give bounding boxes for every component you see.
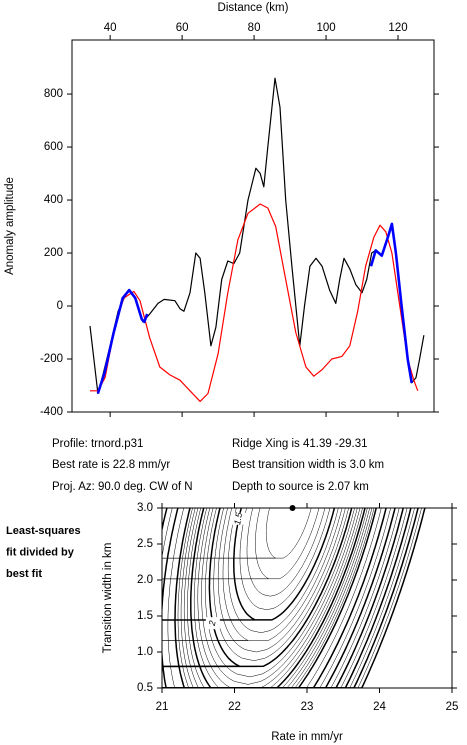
y-tick-label: 2.5 xyxy=(137,538,153,550)
x-tick-label: 21 xyxy=(156,701,169,713)
y-tick-label: 600 xyxy=(44,141,63,153)
contour-line xyxy=(227,508,339,633)
contour-line xyxy=(162,508,391,688)
best-fit-point xyxy=(289,505,296,511)
series-line xyxy=(96,222,413,394)
x-axis-label: Rate in mm/yr xyxy=(271,731,343,743)
y-tick-label: 3.0 xyxy=(137,502,153,514)
x-tick-label: 100 xyxy=(316,22,335,34)
y-axis-label: Transition width in km xyxy=(102,543,114,654)
contour-line xyxy=(180,508,373,688)
y-tick-label: 1.5 xyxy=(137,610,153,622)
y-tick-label: 2.0 xyxy=(137,574,153,586)
annotation: Best rate is 22.8 mm/yr xyxy=(52,459,170,471)
contour-line xyxy=(239,508,331,611)
x-tick-label: 60 xyxy=(176,22,189,34)
contour-label-bg xyxy=(205,617,220,630)
contour-line xyxy=(217,508,346,653)
contour-label: 1.5 xyxy=(232,511,244,526)
contour-line xyxy=(213,508,349,661)
contour-line xyxy=(162,508,343,641)
contour-line xyxy=(193,508,363,688)
x-axis-label: Distance (km) xyxy=(218,2,289,14)
contour-line xyxy=(162,508,387,688)
contour-line xyxy=(167,508,382,688)
x-tick-label: 24 xyxy=(373,701,386,713)
y-tick-label: -200 xyxy=(40,353,63,365)
y-tick-label: 200 xyxy=(44,247,63,259)
contour-line xyxy=(177,508,375,688)
contour-line xyxy=(162,508,419,688)
x-tick-label: 23 xyxy=(301,701,314,713)
contour-line xyxy=(162,508,353,668)
annotation: Ridge Xing is 41.39 -29.31 xyxy=(232,438,368,450)
x-tick-label: 25 xyxy=(446,701,459,713)
contour-line xyxy=(162,508,396,688)
contour-line xyxy=(162,508,312,559)
annotation: Best transition width is 3.0 km xyxy=(232,459,384,471)
contour-line xyxy=(187,508,368,688)
side-title: best fit xyxy=(6,568,42,580)
contour-label-bg xyxy=(231,512,246,525)
x-tick-label: 120 xyxy=(388,22,407,34)
contour-label: 2 xyxy=(207,620,218,628)
y-axis-label: Anomaly amplitude xyxy=(4,177,16,275)
contour-line xyxy=(162,508,415,688)
series-line xyxy=(89,77,425,395)
x-tick-label: 40 xyxy=(104,22,117,34)
y-tick-label: 0.5 xyxy=(137,682,153,694)
series-line xyxy=(90,203,419,402)
annotation: Proj. Az: 90.0 deg. CW of N xyxy=(52,481,193,493)
y-tick-label: 400 xyxy=(44,194,63,206)
contour-line xyxy=(162,508,400,688)
contour-line xyxy=(162,508,404,688)
side-title: fit divided by xyxy=(6,546,75,558)
contour-line xyxy=(205,508,355,678)
contour-line xyxy=(162,508,320,580)
contour-line xyxy=(201,508,358,685)
side-title: Least-squares xyxy=(6,525,81,537)
y-tick-label: 800 xyxy=(44,88,63,100)
contour-line xyxy=(183,508,370,688)
x-tick-label: 22 xyxy=(228,701,241,713)
y-tick-label: -400 xyxy=(40,406,63,418)
contour-line xyxy=(162,508,336,621)
contour-line xyxy=(190,508,366,688)
contour-line xyxy=(162,508,412,688)
contour-line xyxy=(162,508,408,688)
annotation: Profile: trnord.p31 xyxy=(52,438,143,450)
y-tick-label: 0 xyxy=(57,300,63,312)
contour-line xyxy=(197,508,361,688)
contour-line xyxy=(246,508,326,597)
contours xyxy=(162,508,426,688)
contour-line xyxy=(162,508,426,688)
contour-line xyxy=(162,508,422,688)
plot-frame xyxy=(71,39,435,413)
y-tick-label: 1.0 xyxy=(137,646,153,658)
contour-line xyxy=(174,508,377,688)
annotation: Depth to source is 2.07 km xyxy=(232,481,369,493)
x-tick-label: 80 xyxy=(248,22,261,34)
